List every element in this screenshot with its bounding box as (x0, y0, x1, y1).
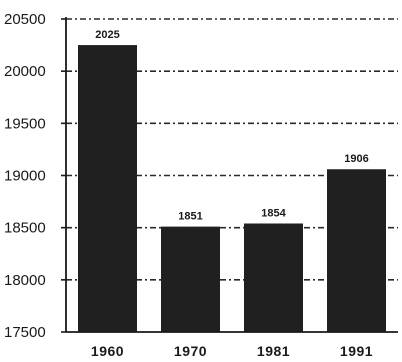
x-category-label-1970: 1970 (174, 343, 207, 359)
bar-1970 (161, 226, 220, 332)
y-tick-label: 17500 (4, 324, 46, 341)
x-category-label-1991: 1991 (340, 343, 373, 359)
y-tick-label: 20500 (4, 11, 46, 28)
bar-1991 (327, 169, 386, 332)
bars (78, 45, 386, 332)
data-label-1970: 1851 (178, 211, 202, 223)
bar-1960 (78, 45, 137, 332)
y-tick-labels: 17500 18000 18500 19000 19500 20000 20500 (4, 11, 46, 341)
axes (61, 17, 398, 333)
y-tick-label: 19500 (4, 115, 46, 132)
data-labels: 2025 1851 1854 1906 (95, 29, 368, 223)
y-tick-label: 19000 (4, 168, 46, 185)
y-tick-label: 18000 (4, 272, 46, 289)
y-tick-label: 18500 (4, 220, 46, 237)
bar-1981 (244, 223, 303, 332)
data-label-1960: 2025 (95, 29, 119, 41)
y-tick-label: 20000 (4, 63, 46, 80)
data-label-1981: 1854 (261, 207, 286, 219)
x-category-label-1960: 1960 (91, 343, 124, 359)
x-category-label-1981: 1981 (257, 343, 290, 359)
x-category-labels: 1960 1970 1981 1991 (91, 343, 373, 359)
data-label-1991: 1906 (344, 153, 368, 165)
